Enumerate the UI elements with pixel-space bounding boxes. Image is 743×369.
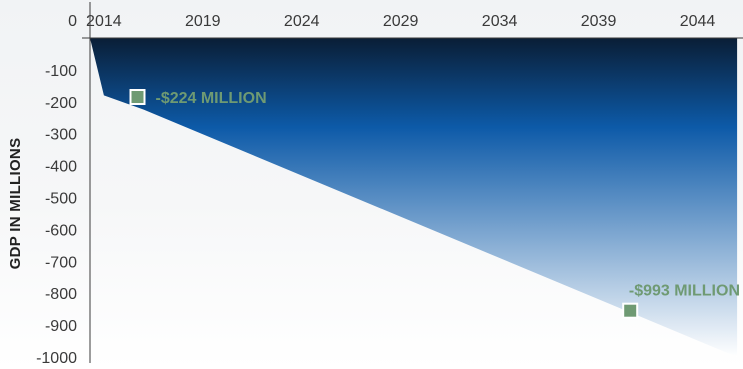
x-tick-label: 2039 [581,13,617,30]
y-tick-label: -600 [45,222,77,239]
y-tick-label: -100 [45,63,77,80]
y-tick-label: 0 [68,13,77,30]
x-tick-label: 2044 [680,13,716,30]
y-tick-label: -900 [45,318,77,335]
y-axis-title: GDP IN MILLIONS [7,138,24,270]
y-tick-label: -800 [45,286,77,303]
data-label: -$993 MILLION [629,283,740,300]
y-tick-label: -500 [45,191,77,208]
data-label: -$224 MILLION [155,90,266,107]
x-tick-label: 2024 [284,13,320,30]
y-tick-label: -200 [45,95,77,112]
y-tick-label: -1000 [36,350,77,367]
y-tick-label: -300 [45,127,77,144]
x-tick-label: 2014 [86,13,122,30]
x-tick-label: 2034 [482,13,518,30]
x-tick-label: 2019 [185,13,221,30]
area-fill [90,38,738,357]
y-tick-label: -400 [45,159,77,176]
y-tick-label: -700 [45,254,77,271]
data-marker [129,89,146,105]
data-marker [622,302,639,319]
x-tick-label: 2029 [383,13,419,30]
